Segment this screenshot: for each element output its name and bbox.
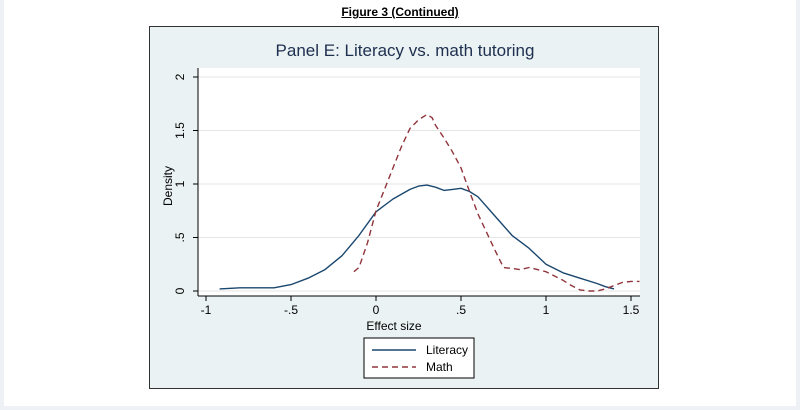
legend-label-math: Math (426, 360, 453, 374)
axes: 0 .5 1 1.5 2 -1 -.5 0 .5 1 1.5 (173, 68, 640, 317)
x-tick-label: -.5 (284, 303, 298, 317)
legend-box (363, 337, 475, 379)
series-layer (219, 113, 640, 292)
y-tick-label: 1.5 (173, 122, 187, 139)
grid-lines (198, 76, 640, 292)
y-tick-label: 1 (173, 180, 187, 187)
x-tick-label: 0 (373, 303, 380, 317)
legend-label-literacy: Literacy (426, 343, 468, 357)
series-line-literacy (219, 184, 615, 290)
chart-title: Panel E: Literacy vs. math tutoring (276, 41, 535, 60)
figure-page: Figure 3 (Continued) 0 .5 1 1.5 2 -1 -.5 0 .5 1 1.… (4, 0, 796, 406)
plot-area (198, 68, 640, 296)
chart-frame: 0 .5 1 1.5 2 -1 -.5 0 .5 1 1.5 Panel E: Literacy v… (149, 26, 659, 389)
series-line-math (353, 113, 640, 292)
density-chart: 0 .5 1 1.5 2 -1 -.5 0 .5 1 1.5 Panel E: Literacy v… (161, 41, 640, 379)
x-axis-label: Effect size (366, 319, 421, 333)
x-tick-label: 1.5 (623, 303, 640, 317)
legend: Literacy Math (363, 337, 475, 379)
y-tick-label: .5 (173, 232, 187, 242)
x-tick-label: -1 (201, 303, 212, 317)
x-tick-label: 1 (543, 303, 550, 317)
y-tick-label: 2 (173, 73, 187, 80)
y-tick-label: 0 (173, 287, 187, 294)
y-axis-label: Density (161, 166, 175, 206)
figure-caption: Figure 3 (Continued) (341, 5, 459, 19)
x-tick-label: .5 (456, 303, 466, 317)
